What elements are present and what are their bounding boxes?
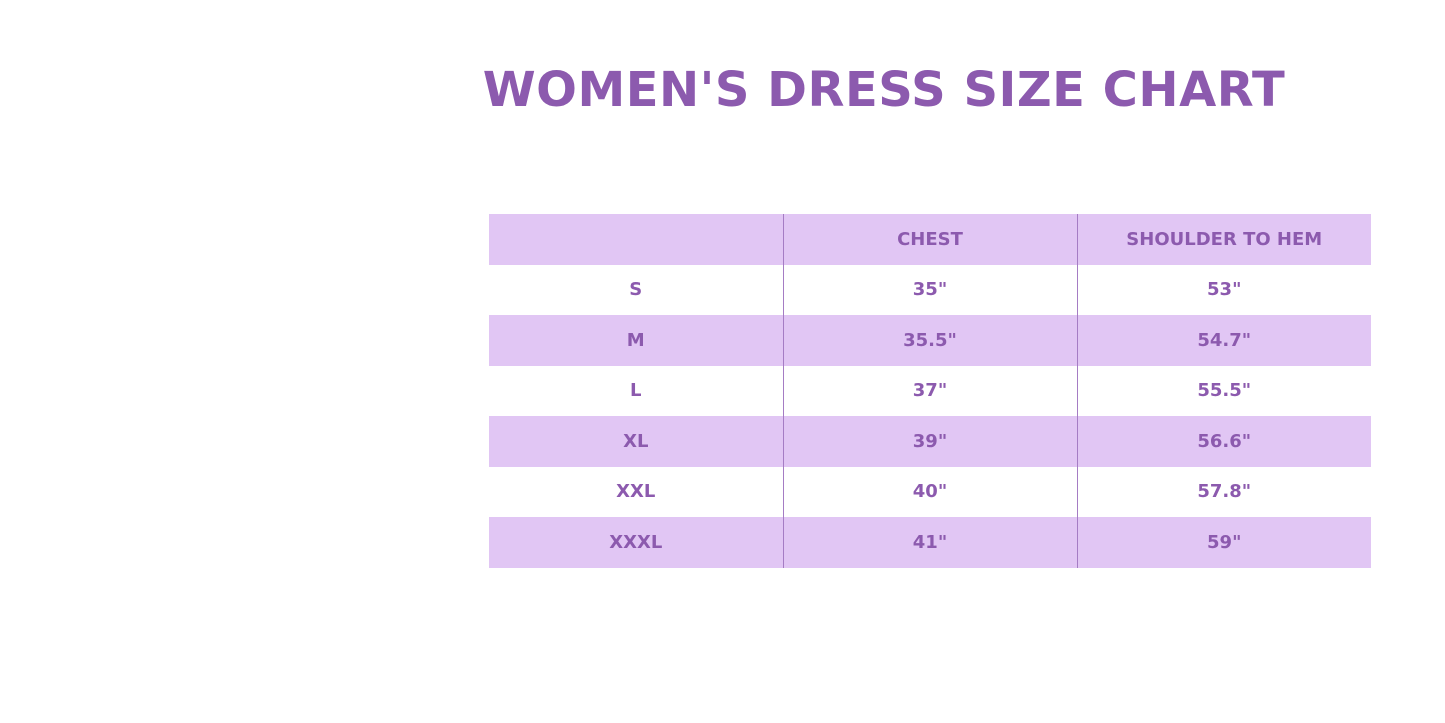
table-row: XXL 40" 57.8" [489, 466, 1371, 517]
chest-cell: 35.5" [782, 315, 1077, 366]
shoulder-to-hem-cell: 57.8" [1076, 466, 1371, 517]
table-row: XL 39" 56.6" [489, 416, 1371, 467]
size-cell: XXL [616, 481, 656, 503]
header-cell-chest: CHEST [782, 214, 1077, 265]
table-row: S 35" 53" [489, 264, 1371, 315]
header-cell-shoulder-to-hem: SHOULDER TO HEM [1076, 214, 1371, 265]
size-chart-table: CHEST SHOULDER TO HEM S 35" 53" M 35.5" … [489, 214, 1371, 568]
shoulder-to-hem-cell: 56.6" [1076, 416, 1371, 467]
chest-cell: 39" [782, 416, 1077, 467]
shoulder-to-hem-cell: 55.5" [1076, 365, 1371, 416]
table-header-row: CHEST SHOULDER TO HEM [489, 214, 1371, 265]
chest-cell: 41" [782, 517, 1077, 568]
size-cell: M [489, 315, 783, 366]
chest-cell: 35" [782, 264, 1077, 315]
size-cell: XL [489, 416, 783, 467]
table-row: XXXL 41" 59" [489, 517, 1371, 568]
shoulder-to-hem-cell: 54.7" [1076, 315, 1371, 366]
size-cell: XXXL [489, 517, 783, 568]
table-row: M 35.5" 54.7" [489, 315, 1371, 366]
chest-cell: 40" [782, 466, 1077, 517]
shoulder-to-hem-cell: 59" [1076, 517, 1371, 568]
header-cell-size [489, 214, 783, 265]
chest-cell: 37" [782, 365, 1077, 416]
shoulder-to-hem-cell: 53" [1076, 264, 1371, 315]
size-cell: S [629, 279, 643, 301]
size-cell: L [630, 380, 642, 402]
page-title: WOMEN'S DRESS SIZE CHART [482, 62, 1286, 118]
table-row: L 37" 55.5" [489, 365, 1371, 416]
